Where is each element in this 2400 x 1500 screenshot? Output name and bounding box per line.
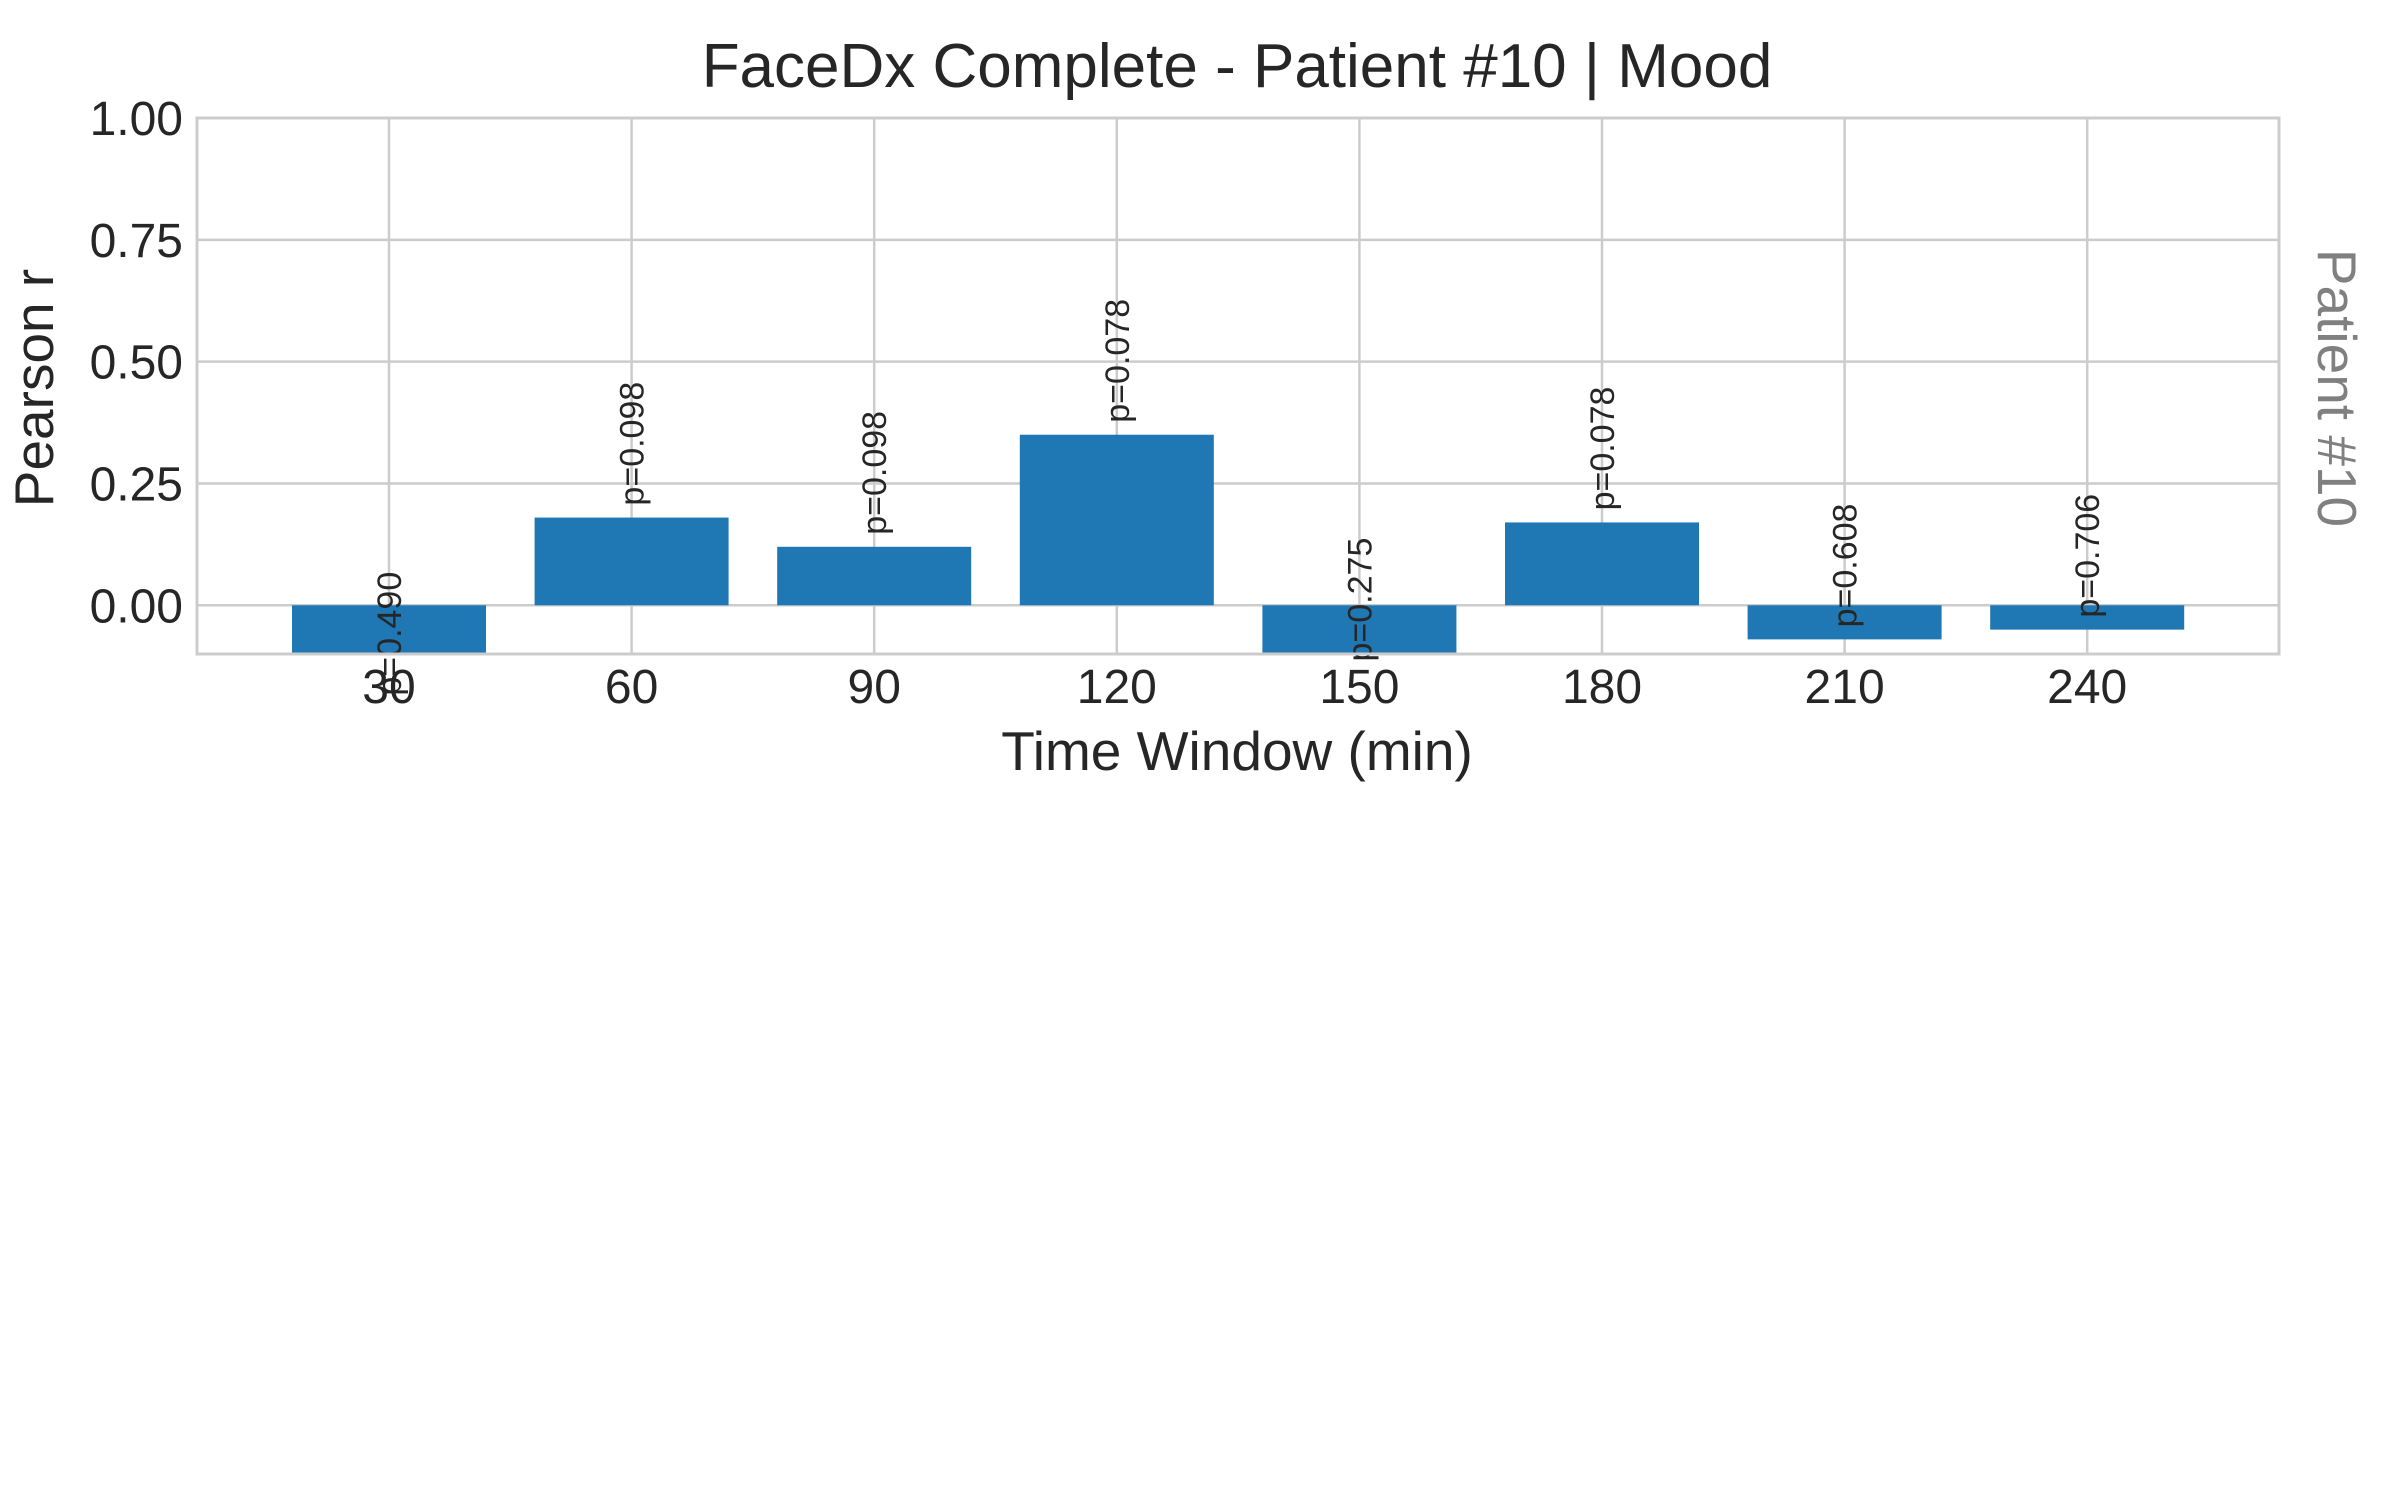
y-tick-label: 0.25 bbox=[90, 458, 183, 511]
bar-120 bbox=[1019, 434, 1214, 606]
x-tick-label: 240 bbox=[2047, 661, 2127, 714]
y-tick-label: 0.50 bbox=[90, 337, 183, 390]
bar-150 bbox=[1262, 605, 1457, 654]
x-tick-label: 180 bbox=[1562, 661, 1642, 714]
x-axis-label: Time Window (min) bbox=[1001, 720, 1473, 782]
x-tick-label: 60 bbox=[605, 661, 658, 714]
plot-frame bbox=[195, 116, 2281, 656]
y-tick-label: 0.00 bbox=[90, 580, 183, 633]
y-tick-label: 0.75 bbox=[90, 215, 183, 268]
bar-90 bbox=[777, 546, 972, 606]
p-value-label: p=0.608 bbox=[1827, 504, 1865, 628]
bar-180 bbox=[1505, 522, 1699, 606]
y-axis-label: Pearson r bbox=[3, 269, 65, 507]
x-tick-label: 210 bbox=[1805, 661, 1885, 714]
p-value-label: p=0.078 bbox=[1584, 387, 1622, 511]
chart-title: FaceDx Complete - Patient #10 | Mood bbox=[702, 32, 1773, 101]
p-value-label: p=0.490 bbox=[371, 572, 409, 696]
p-value-label: p=0.078 bbox=[1099, 299, 1137, 423]
x-tick-label: 90 bbox=[848, 661, 901, 714]
p-value-label: p=0.098 bbox=[614, 382, 652, 506]
x-tick-label: 150 bbox=[1319, 661, 1399, 714]
bar-60 bbox=[534, 517, 729, 606]
p-value-label: p=0.706 bbox=[2069, 494, 2107, 618]
p-value-label: p=0.098 bbox=[856, 411, 894, 535]
p-value-label: p=0.275 bbox=[1341, 538, 1379, 662]
patient-side-label: Patient #10 bbox=[2306, 249, 2368, 527]
bar-210 bbox=[1747, 605, 1942, 640]
x-tick-label: 30 bbox=[362, 661, 415, 714]
y-tick-label: 1.00 bbox=[90, 93, 183, 146]
bar-240 bbox=[1990, 605, 2185, 630]
x-tick-label: 120 bbox=[1077, 661, 1157, 714]
bar-30 bbox=[292, 605, 486, 654]
